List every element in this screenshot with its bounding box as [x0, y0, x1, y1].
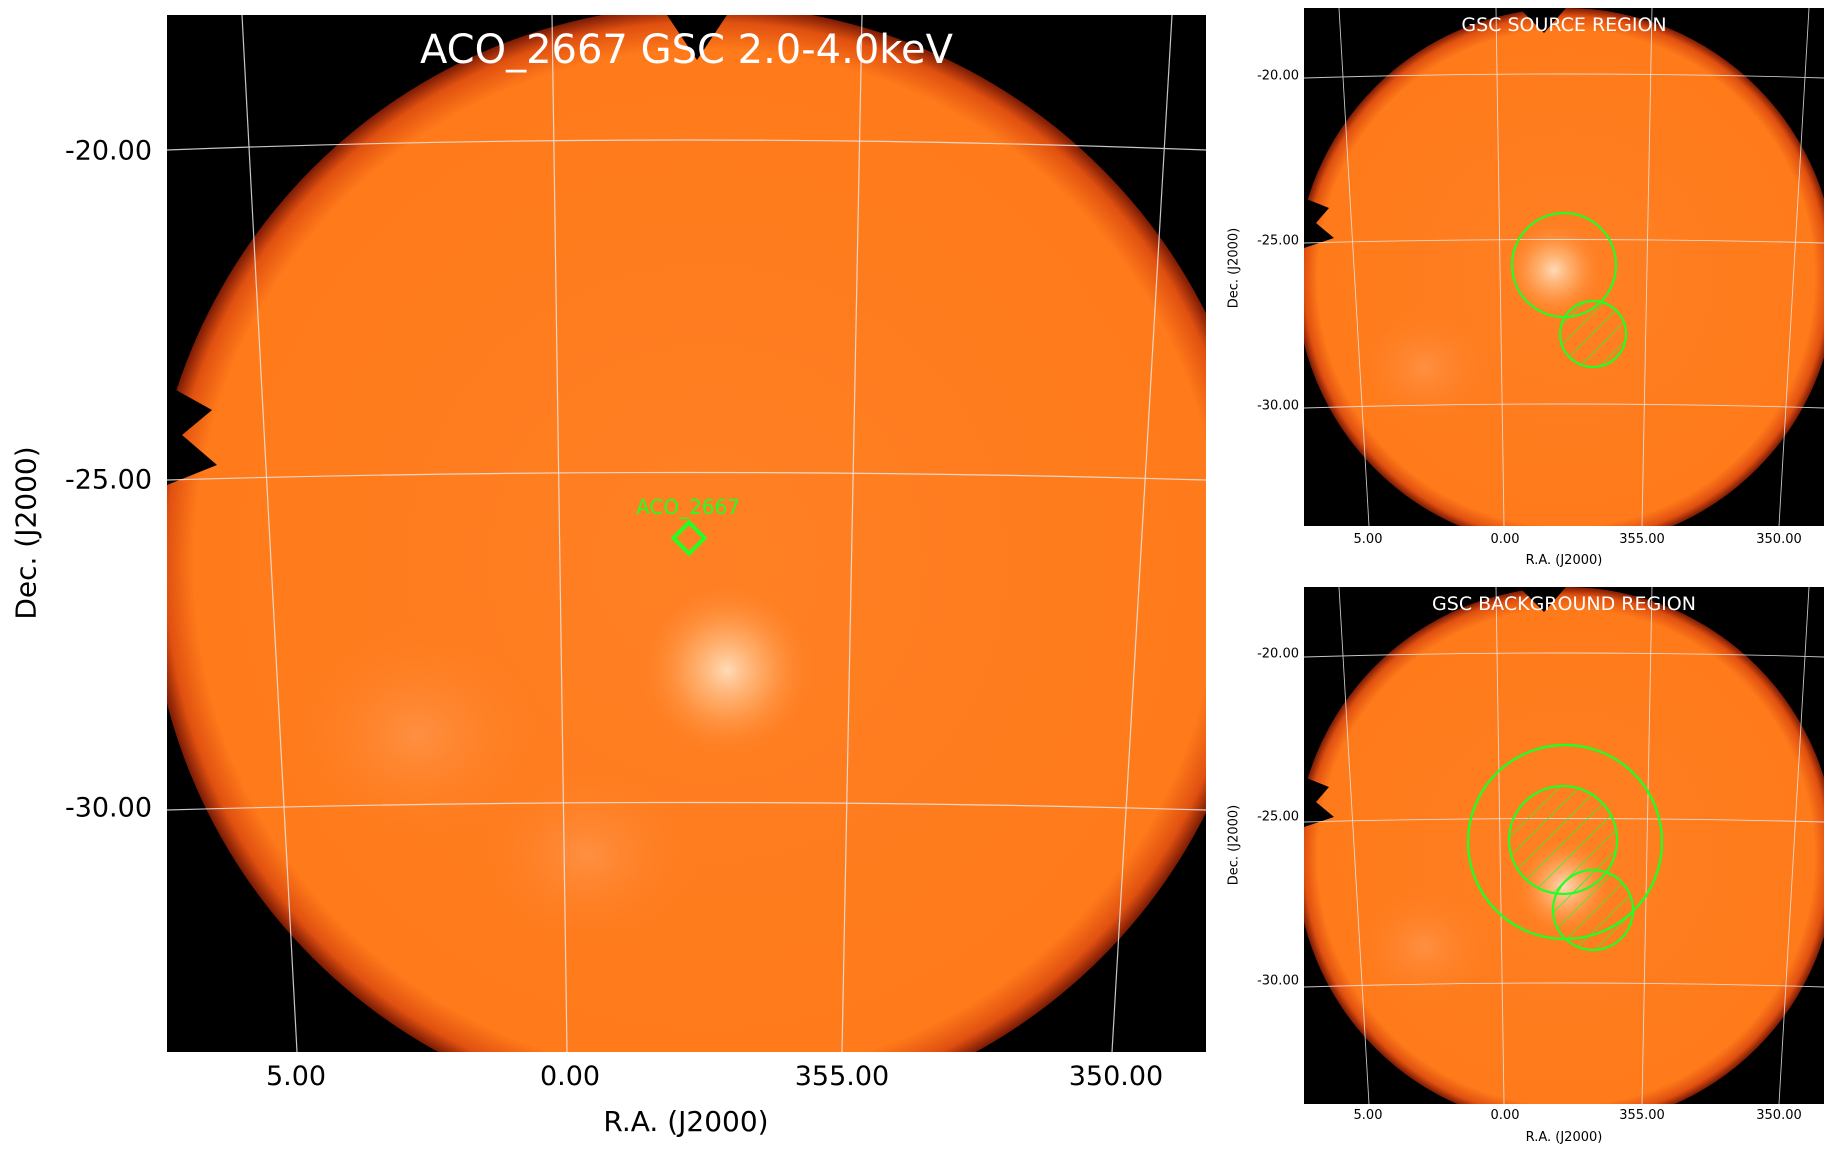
ra-gridline [1495, 8, 1505, 526]
ra-gridline [841, 15, 863, 1052]
coordinate-grid [1304, 587, 1824, 1104]
source-region-image[interactable]: GSC SOURCE REGION [1304, 8, 1824, 526]
ra-gridline [241, 15, 298, 1052]
dec-tick-label: -20.00 [1257, 646, 1299, 662]
dec-gridline [1304, 239, 1824, 244]
faint-emission [1354, 308, 1494, 428]
dec-tick-label: -30.00 [1257, 398, 1299, 414]
ra-tick-label: 0.00 [1490, 1108, 1520, 1123]
ra-tick-label: 355.00 [1619, 1108, 1665, 1123]
coordinate-grid [167, 15, 1206, 1052]
ra-tick-label: 5.00 [1353, 532, 1383, 547]
faint-emission [1354, 887, 1494, 1007]
ra-gridline [1111, 15, 1173, 1052]
ra-tick-label: 355.00 [1619, 532, 1665, 547]
main-x-axis-label: R.A. (J2000) [603, 1105, 769, 1138]
dec-tick-label: -20.00 [1257, 68, 1299, 84]
coordinate-grid [1304, 8, 1824, 526]
ra-tick-label: 0.00 [539, 1061, 601, 1092]
excluded-region-circle[interactable] [1558, 299, 1628, 369]
main-sky-svg [167, 15, 1206, 1052]
bright-emission [637, 580, 817, 760]
background-x-axis-label: R.A. (J2000) [1525, 1130, 1603, 1145]
ra-gridline [1778, 8, 1810, 526]
dec-tick-label: -25.00 [1257, 809, 1299, 825]
dec-gridline [167, 801, 1206, 811]
main-sky-image[interactable]: ACO_2667 GSC 2.0-4.0keV ACO_2667 [167, 15, 1206, 1052]
dec-tick-label: -30.00 [1257, 973, 1299, 989]
ra-gridline [1641, 8, 1653, 526]
dec-tick-label: -30.00 [64, 792, 152, 824]
source-panel-title: GSC SOURCE REGION [1461, 14, 1667, 36]
background-region-image[interactable]: GSC BACKGROUND REGION [1304, 587, 1824, 1104]
ra-tick-label: 350.00 [1756, 532, 1802, 547]
source-x-axis-label: R.A. (J2000) [1525, 553, 1603, 568]
background-panel-title: GSC BACKGROUND REGION [1432, 593, 1696, 615]
dec-gridline [167, 139, 1206, 151]
ra-tick-label: 5.00 [1353, 1108, 1383, 1123]
source-region-svg [1304, 8, 1824, 526]
excluded-region-circle[interactable] [1551, 868, 1635, 952]
bright-emission [1504, 220, 1604, 320]
dec-gridline [1304, 982, 1824, 988]
ra-tick-label: 5.00 [265, 1061, 327, 1092]
ra-tick-label: 350.00 [1756, 1108, 1802, 1123]
dec-gridline [1304, 652, 1824, 658]
main-title: ACO_2667 GSC 2.0-4.0keV [420, 27, 953, 73]
target-marker-diamond[interactable] [670, 519, 708, 557]
ra-tick-label: 350.00 [1068, 1061, 1164, 1092]
faint-emission [287, 625, 547, 845]
background-y-axis-label: Dec. (J2000) [1226, 804, 1242, 886]
ra-tick-label: 355.00 [794, 1061, 890, 1092]
target-marker-label: ACO_2667 [636, 495, 740, 519]
main-y-axis-label: Dec. (J2000) [9, 446, 43, 620]
ra-gridline [1778, 587, 1810, 1104]
dec-tick-label: -25.00 [64, 464, 152, 496]
field-of-view [167, 15, 1206, 1052]
dec-gridline [1304, 73, 1824, 79]
dec-gridline [167, 471, 1206, 481]
dec-tick-label: -25.00 [1257, 233, 1299, 249]
ra-tick-label: 0.00 [1490, 532, 1520, 547]
ra-gridline [1641, 587, 1653, 1104]
faint-emission [477, 765, 697, 945]
ra-gridline [1495, 587, 1505, 1104]
dec-tick-label: -20.00 [64, 135, 152, 167]
ra-gridline [551, 15, 568, 1052]
source-y-axis-label: Dec. (J2000) [1226, 227, 1242, 309]
ra-gridline [1338, 587, 1370, 1104]
background-region-svg [1304, 587, 1824, 1104]
dec-gridline [1304, 403, 1824, 409]
ra-gridline [1338, 8, 1370, 526]
